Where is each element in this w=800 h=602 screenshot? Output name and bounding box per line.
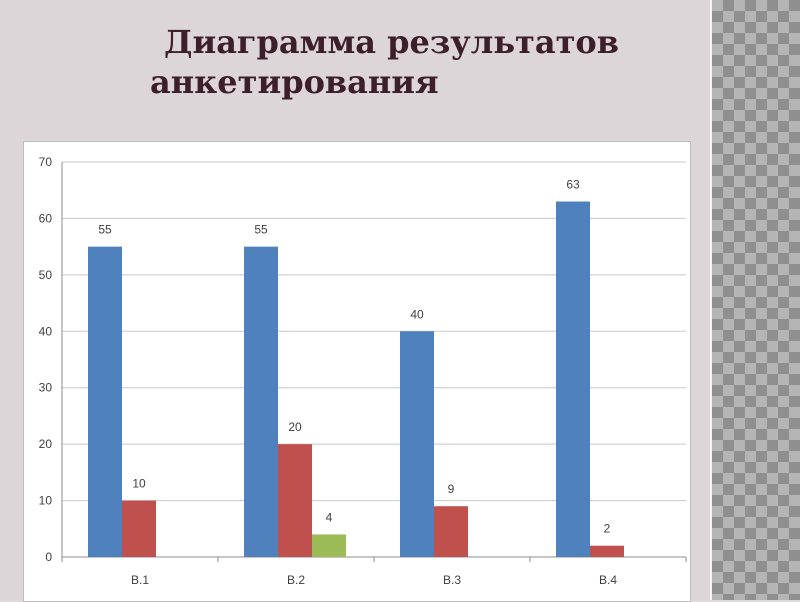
data-label-series1-cat4: 63 (566, 178, 580, 192)
gridlines (62, 161, 686, 558)
bar-series2-cat3 (434, 506, 468, 557)
bar-series3-cat2 (312, 534, 346, 557)
data-label-series1-cat3: 40 (410, 307, 424, 321)
data-label-series2-cat3: 9 (448, 482, 455, 496)
data-label-series1-cat1: 55 (98, 223, 112, 237)
data-label-series3-cat2: 4 (326, 510, 333, 524)
x-tick-label-3: В.3 (443, 573, 461, 587)
bars (88, 201, 624, 557)
y-tick-label-70: 70 (39, 155, 53, 169)
bar-series1-cat4 (556, 201, 590, 557)
data-label-series2-cat2: 20 (288, 420, 302, 434)
y-tick-label-40: 40 (39, 324, 53, 338)
slide-title: Диаграмма результатов анкетирования (150, 22, 690, 102)
y-tick-label-30: 30 (39, 381, 53, 395)
bar-series2-cat2 (278, 444, 312, 557)
bar-series2-cat4 (590, 545, 624, 557)
bar-series2-cat1 (122, 500, 156, 557)
y-tick-label-50: 50 (39, 268, 53, 282)
data-label-series2-cat1: 10 (132, 477, 146, 491)
y-tick-label-10: 10 (39, 494, 53, 508)
slide-title-line-1: Диаграмма результатов (164, 23, 619, 61)
data-label-series1-cat2: 55 (254, 223, 268, 237)
y-tick-label-20: 20 (39, 437, 53, 451)
data-labels: 55 10 55 20 4 40 9 63 2 (98, 178, 610, 536)
decorative-side-pattern (712, 0, 800, 600)
bar-series1-cat2 (244, 246, 278, 557)
x-tick-label-2: В.2 (287, 573, 305, 587)
bar-series1-cat3 (400, 331, 434, 557)
x-tick-label-4: В.4 (599, 573, 617, 587)
y-tick-label-0: 0 (45, 550, 52, 564)
data-label-series2-cat4: 2 (604, 522, 611, 536)
slide-title-line-2: анкетирования (150, 63, 439, 101)
x-tick-label-1: В.1 (131, 573, 149, 587)
side-divider (710, 0, 713, 600)
bar-series1-cat1 (88, 246, 122, 557)
axes: 0 10 20 30 40 50 60 70 В.1 В.2 В.3 В.4 (39, 155, 687, 587)
y-tick-label-60: 60 (39, 211, 53, 225)
